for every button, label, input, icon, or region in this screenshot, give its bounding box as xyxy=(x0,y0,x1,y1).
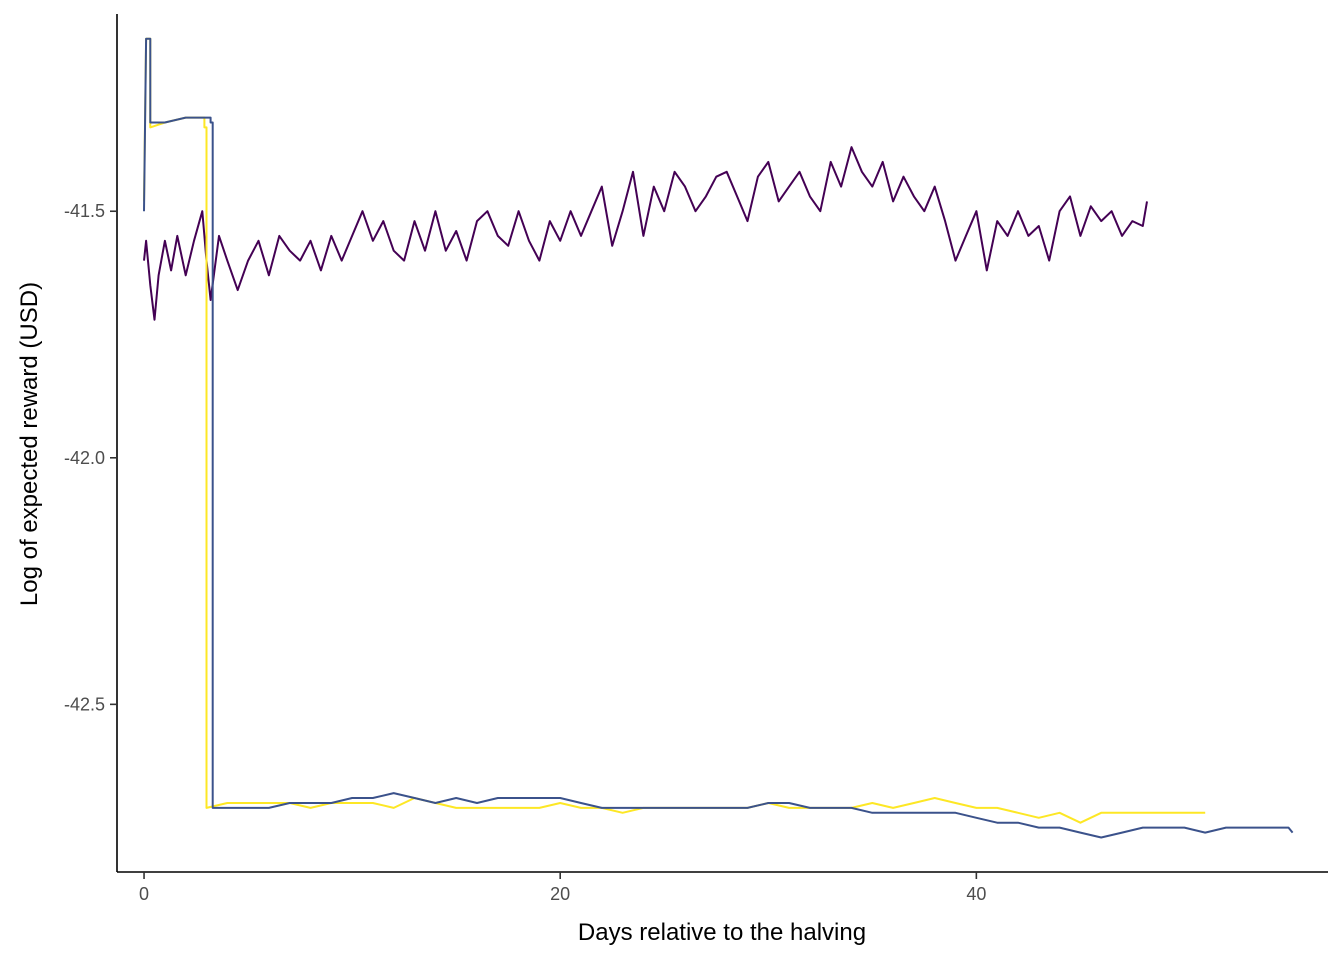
y-tick-label: -42.5 xyxy=(64,694,105,714)
x-tick-layer: 0 20 40 xyxy=(139,872,986,904)
series-line-1 xyxy=(143,146,1148,321)
y-tick-label: -42.0 xyxy=(64,448,105,468)
series-layer xyxy=(143,37,1294,839)
x-tick-label: 0 xyxy=(139,884,149,904)
x-tick-label: 40 xyxy=(966,884,986,904)
y-tick-layer: -41.5 -42.0 -42.5 xyxy=(64,201,117,714)
x-tick-label: 20 xyxy=(550,884,570,904)
x-axis-title: Days relative to the halving xyxy=(578,919,866,946)
y-axis-title: Log of expected reward (USD) xyxy=(16,282,43,606)
series-line-3 xyxy=(143,37,1294,839)
y-tick-label: -41.5 xyxy=(64,201,105,221)
